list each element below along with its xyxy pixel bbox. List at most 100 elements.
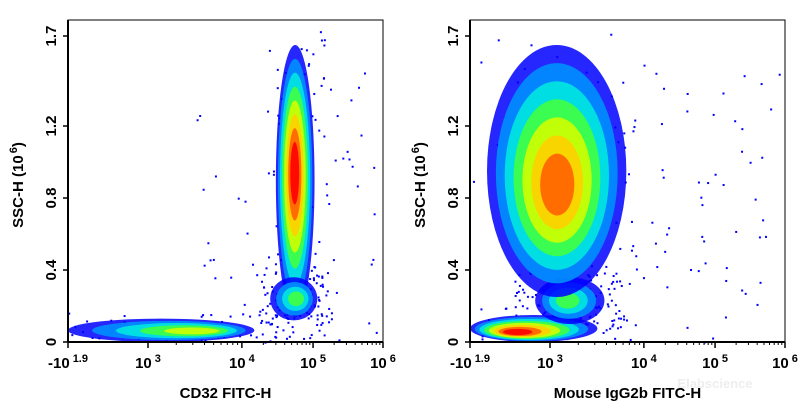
event-dot (712, 113, 715, 116)
watermark: Elabscience (677, 376, 752, 391)
event-dot (328, 203, 331, 206)
tick-base: 10 (370, 355, 387, 372)
event-dot (328, 307, 331, 310)
event-dot (620, 285, 623, 288)
event-dot (643, 64, 646, 67)
tick-base: 10 (702, 355, 719, 372)
event-dot (237, 197, 240, 200)
event-dot (697, 270, 700, 273)
event-dot (634, 119, 637, 122)
event-dot (123, 315, 126, 318)
event-dot (312, 53, 315, 56)
event-dot (330, 318, 333, 321)
event-dot (321, 314, 324, 317)
event-dot (308, 63, 311, 66)
event-dot (686, 92, 689, 95)
event-dot (514, 294, 517, 297)
event-dot (744, 292, 747, 295)
event-dot (316, 314, 319, 317)
event-dot (275, 271, 278, 274)
event-dot (312, 277, 315, 280)
event-dot (250, 334, 253, 337)
event-dot (292, 331, 295, 334)
event-dot (611, 325, 614, 328)
event-dot (338, 339, 341, 342)
event-dot (722, 184, 725, 187)
event-dot (600, 285, 603, 288)
event-dot (305, 49, 308, 52)
event-dot (759, 281, 762, 284)
event-dot (285, 337, 288, 340)
event-dot (315, 282, 318, 285)
event-dot (375, 331, 378, 334)
event-dot (264, 293, 267, 296)
event-dot (630, 249, 633, 252)
event-dot (251, 263, 254, 266)
event-dot (274, 272, 277, 275)
event-dot (199, 115, 202, 118)
event-dot (605, 265, 608, 268)
event-dot (265, 312, 268, 315)
event-dot (291, 326, 294, 329)
event-dot (635, 268, 638, 271)
event-dot (534, 293, 537, 296)
event-dot (328, 321, 331, 324)
event-dot (275, 225, 278, 228)
event-dot (526, 295, 529, 298)
event-dot (605, 329, 608, 332)
event-dot (269, 323, 272, 326)
event-dot (630, 220, 633, 223)
event-dot (309, 337, 312, 340)
event-dot (317, 296, 320, 299)
event-dot (754, 198, 757, 201)
event-dot (618, 310, 621, 313)
tick-base: 10 (300, 355, 317, 372)
event-dot (351, 165, 354, 168)
event-dot (741, 128, 744, 131)
event-dot (310, 269, 313, 272)
tick-base: 10 (537, 355, 554, 372)
event-dot (607, 288, 610, 291)
event-dot (266, 292, 269, 295)
event-dot (275, 331, 278, 334)
y-title-close: ) (10, 142, 27, 147)
event-dot (318, 241, 321, 244)
event-dot (323, 334, 326, 337)
event-dot (261, 280, 264, 283)
x-tick-label: 10 3 (135, 353, 161, 372)
event-dot (661, 169, 664, 172)
event-dot (743, 75, 746, 78)
event-dot (313, 266, 316, 269)
tick-base: 10 (631, 355, 648, 372)
event-dot (311, 115, 314, 118)
density-contour (540, 153, 575, 216)
event-dot (522, 288, 525, 291)
y-tick-label: 0.8 (445, 188, 462, 209)
event-dot (531, 296, 534, 299)
event-dot (314, 118, 317, 121)
event-dot (654, 242, 657, 245)
event-dot (617, 317, 620, 320)
event-dot (642, 277, 645, 280)
event-dot (714, 173, 717, 176)
event-dot (309, 278, 312, 281)
event-dot (770, 108, 773, 111)
tick-exponent: 3 (155, 353, 161, 365)
event-dot (756, 303, 759, 306)
event-dot (660, 123, 663, 126)
event-dot (265, 321, 268, 324)
event-dot (261, 319, 264, 322)
event-dot (686, 326, 689, 329)
event-dot (261, 333, 264, 336)
event-dot (313, 279, 316, 282)
event-dot (326, 290, 329, 293)
event-dot (480, 61, 483, 64)
event-dot (243, 303, 246, 306)
event-dot (203, 264, 206, 267)
tick-base: 10 (772, 355, 789, 372)
tick-exponent: 6 (390, 353, 396, 365)
y-tick-label: 1.2 (43, 116, 60, 137)
event-dot (230, 276, 233, 279)
event-dot (616, 280, 619, 283)
